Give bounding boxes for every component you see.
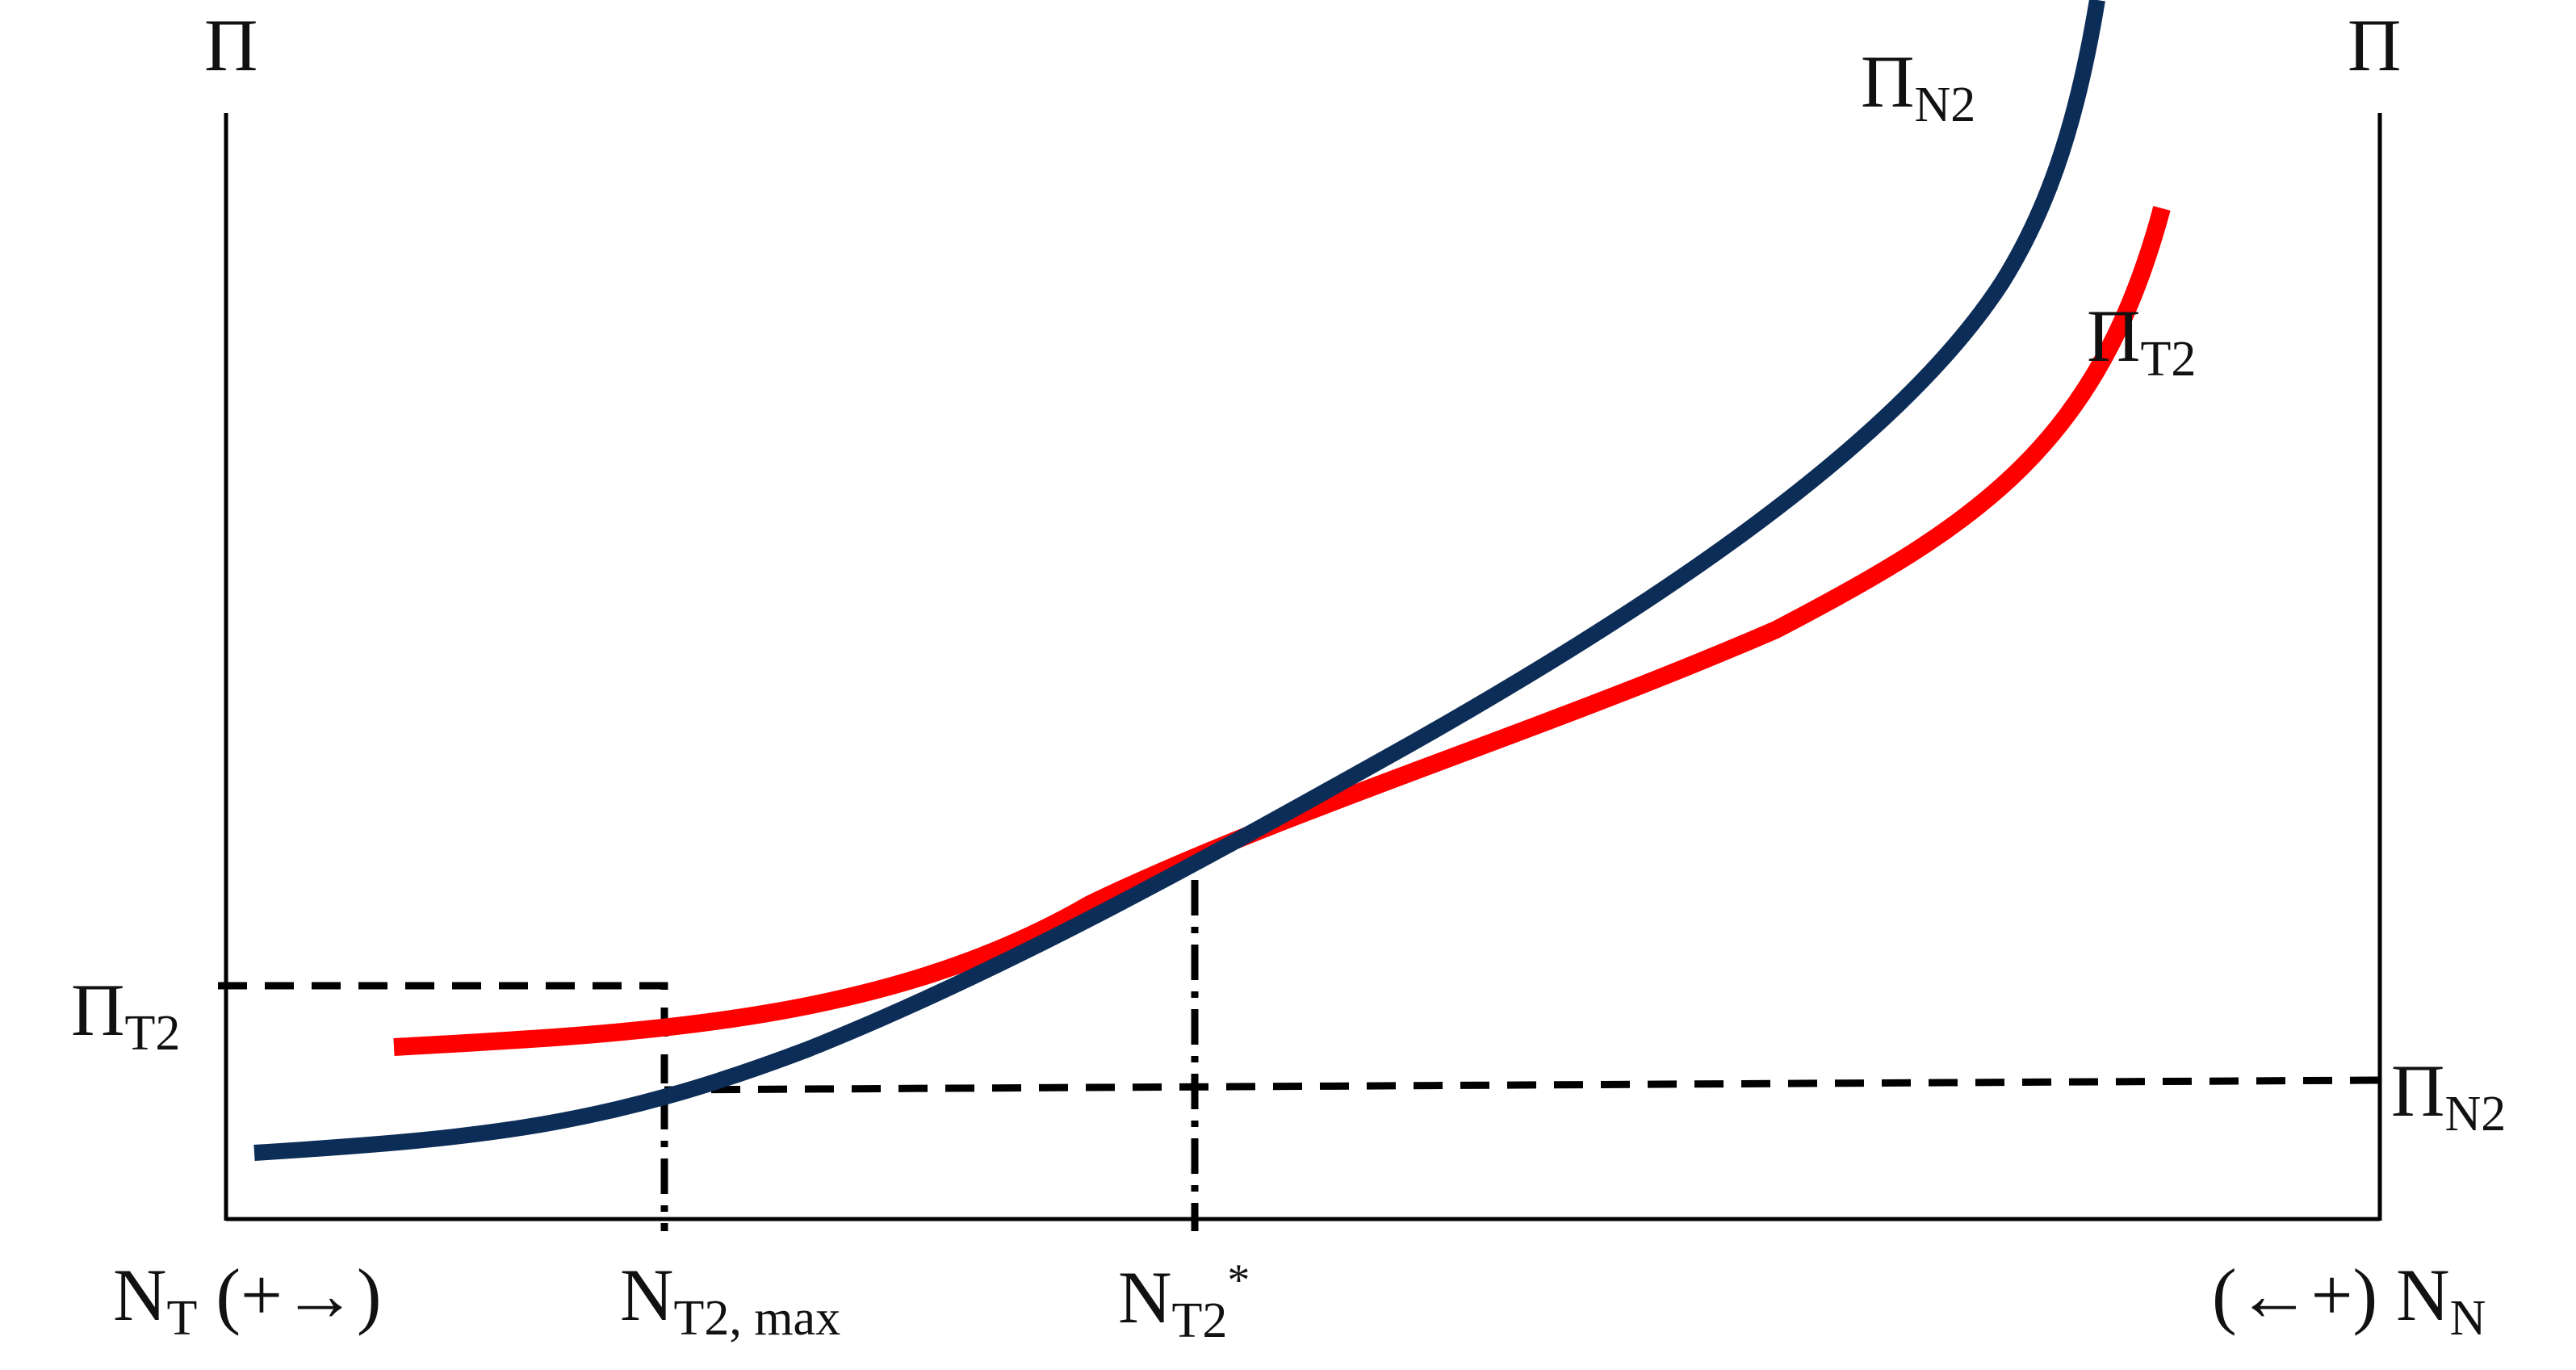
curve-pi-t2-label: ΠT2 xyxy=(2087,295,2197,387)
curve-pi-n2 xyxy=(253,0,2105,1161)
curve-pi-n2-label: ΠN2 xyxy=(1861,40,1976,132)
right-axis-title: Π xyxy=(2348,4,2402,86)
guide-pi-t2-horizontal xyxy=(218,982,668,1094)
x-axis-right-label: (←+) NN xyxy=(2212,1254,2486,1346)
guide-pi-n2-horizontal xyxy=(664,1076,2381,1094)
curve-pi-t2 xyxy=(393,206,2171,1056)
left-y-tick-pi-t2: ΠT2 xyxy=(71,969,181,1061)
x-tick-nt2-star: NT2* xyxy=(1118,1255,1250,1348)
right-y-tick-pi-n2: ΠN2 xyxy=(2391,1049,2507,1142)
x-tick-nt2-max: NT2, max xyxy=(620,1254,841,1346)
x-axis-left-label: NT (+→) xyxy=(113,1254,382,1346)
left-axis-title: Π xyxy=(204,4,258,86)
